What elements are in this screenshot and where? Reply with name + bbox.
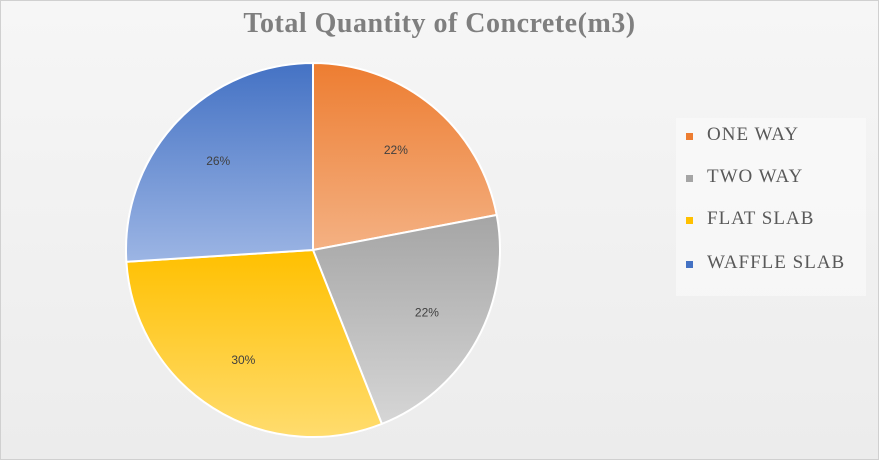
data-label-one-way: 22% [384,143,408,157]
pie-slice-one-way [312,61,498,252]
legend-label-waffle-slab: WAFFLE SLAB [707,252,846,273]
pie-slice-waffle-slab [125,61,314,263]
legend: ONE WAY TWO WAY FLAT SLAB WAFFLE SLAB [676,118,866,296]
pie-slice-flat-slab [125,248,384,438]
legend-swatch-flat-slab [686,217,693,224]
legend-swatch-two-way [686,175,693,182]
legend-swatch-waffle-slab [686,261,693,268]
data-label-two-way: 22% [415,306,439,320]
data-label-flat-slab: 30% [231,353,255,367]
legend-label-one-way: ONE WAY [707,124,799,145]
legend-label-flat-slab: FLAT SLAB [707,208,815,229]
legend-swatch-one-way [686,133,693,140]
chart-title: Total Quantity of Concrete(m3) [243,8,636,39]
pie-slice-two-way [311,213,501,426]
legend-label-two-way: TWO WAY [707,166,804,187]
data-label-waffle-slab: 26% [206,154,230,168]
